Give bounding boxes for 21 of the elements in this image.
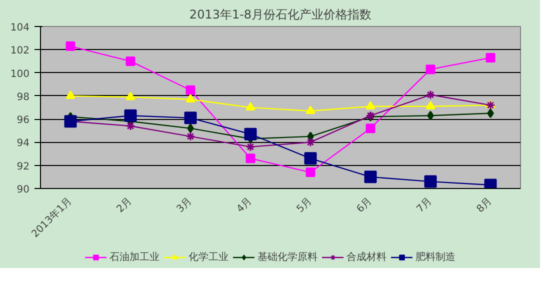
y-tick-label: 102 xyxy=(10,46,30,57)
x-tick-label: 6月 xyxy=(355,196,374,215)
y-tick-label: 90 xyxy=(16,184,30,196)
y-tick-label: 92 xyxy=(16,161,30,172)
x-tick-label: 2月 xyxy=(115,196,134,215)
y-tick-label: 104 xyxy=(10,22,30,34)
x-tick-label: 3月 xyxy=(175,196,194,215)
legend-label: 合成材料 xyxy=(346,250,386,264)
chart-title: 2013年1-8月份石化产业价格指数 xyxy=(189,8,372,22)
legend-label: 肥料制造 xyxy=(416,250,456,264)
x-tick-label: 7月 xyxy=(415,196,434,215)
x-tick-label: 5月 xyxy=(295,196,314,215)
x-tick-label: 4月 xyxy=(235,196,254,215)
legend-label: 基础化学原料 xyxy=(258,250,318,264)
y-tick-label: 94 xyxy=(16,138,30,150)
y-tick-label: 100 xyxy=(10,68,30,80)
x-tick-label: 8月 xyxy=(475,196,494,215)
legend-label: 石油加工业 xyxy=(110,250,160,264)
legend-label: 化学工业 xyxy=(188,250,228,264)
y-tick-label: 98 xyxy=(16,92,30,103)
y-tick-label: 96 xyxy=(16,115,30,126)
